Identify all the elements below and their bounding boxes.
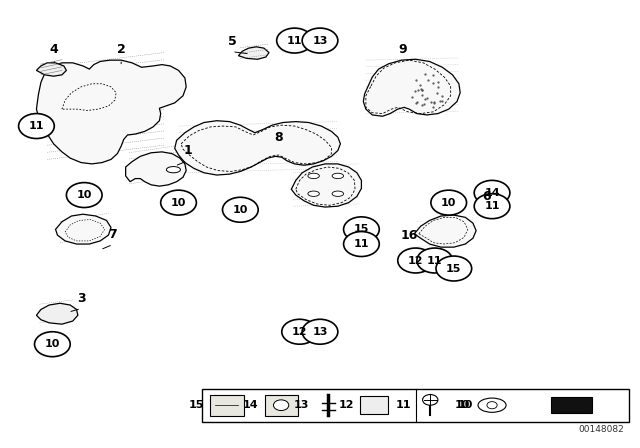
Text: 7: 7 (109, 228, 117, 241)
Text: 10: 10 (455, 400, 470, 410)
Text: 11: 11 (354, 239, 369, 249)
Polygon shape (239, 47, 269, 59)
Ellipse shape (332, 191, 344, 196)
Circle shape (487, 402, 497, 409)
Bar (550, 397, 592, 413)
Text: 11: 11 (396, 400, 411, 410)
Circle shape (302, 319, 338, 344)
Ellipse shape (308, 191, 319, 196)
Polygon shape (364, 59, 460, 116)
Text: 13: 13 (312, 35, 328, 46)
Text: 10: 10 (171, 198, 186, 207)
Circle shape (67, 183, 102, 207)
Polygon shape (291, 164, 362, 207)
FancyBboxPatch shape (360, 396, 388, 414)
Ellipse shape (166, 167, 180, 173)
Text: 4: 4 (49, 43, 58, 56)
Text: 8: 8 (275, 131, 283, 144)
Circle shape (431, 190, 467, 215)
Text: 11: 11 (427, 255, 442, 266)
Text: 13: 13 (312, 327, 328, 337)
Circle shape (436, 256, 472, 281)
Text: 2: 2 (117, 43, 125, 56)
Ellipse shape (308, 173, 319, 179)
Circle shape (223, 197, 258, 222)
Circle shape (344, 217, 380, 242)
Polygon shape (36, 60, 186, 164)
Circle shape (397, 248, 433, 273)
Circle shape (161, 190, 196, 215)
Text: 14: 14 (484, 188, 500, 198)
Text: 12: 12 (292, 327, 307, 337)
Polygon shape (36, 303, 78, 324)
Text: 10: 10 (45, 339, 60, 349)
Text: 12: 12 (339, 400, 354, 410)
Text: 6: 6 (483, 190, 492, 202)
Polygon shape (414, 215, 476, 247)
Circle shape (474, 194, 510, 219)
Polygon shape (125, 152, 186, 186)
Text: 10: 10 (441, 198, 456, 207)
Text: 15: 15 (446, 263, 461, 274)
Text: 15: 15 (189, 400, 204, 410)
Bar (202, 389, 629, 422)
Text: 10: 10 (77, 190, 92, 200)
Circle shape (474, 181, 510, 205)
Text: 5: 5 (228, 35, 236, 48)
Text: 13: 13 (294, 400, 309, 410)
Text: 11: 11 (287, 35, 302, 46)
Text: 00148082: 00148082 (579, 425, 625, 434)
FancyBboxPatch shape (264, 395, 298, 416)
Text: 14: 14 (243, 400, 258, 410)
FancyBboxPatch shape (211, 395, 244, 416)
Circle shape (273, 400, 289, 410)
Circle shape (282, 319, 317, 344)
Circle shape (417, 248, 452, 273)
Ellipse shape (478, 398, 506, 412)
Ellipse shape (332, 173, 344, 179)
Circle shape (19, 114, 54, 138)
Text: 15: 15 (354, 224, 369, 234)
Circle shape (302, 28, 338, 53)
Text: 11: 11 (29, 121, 44, 131)
Circle shape (35, 332, 70, 357)
Text: 9: 9 (399, 43, 407, 56)
Circle shape (276, 28, 312, 53)
Text: 10: 10 (233, 205, 248, 215)
Polygon shape (175, 121, 340, 175)
Text: 11: 11 (484, 201, 500, 211)
Circle shape (422, 395, 438, 405)
Text: 16: 16 (401, 229, 418, 242)
Text: 12: 12 (408, 255, 423, 266)
Text: 1: 1 (183, 144, 192, 157)
Polygon shape (56, 214, 111, 244)
Circle shape (344, 232, 380, 257)
Text: 3: 3 (77, 292, 85, 305)
Polygon shape (36, 63, 67, 76)
Text: 10: 10 (458, 401, 473, 410)
